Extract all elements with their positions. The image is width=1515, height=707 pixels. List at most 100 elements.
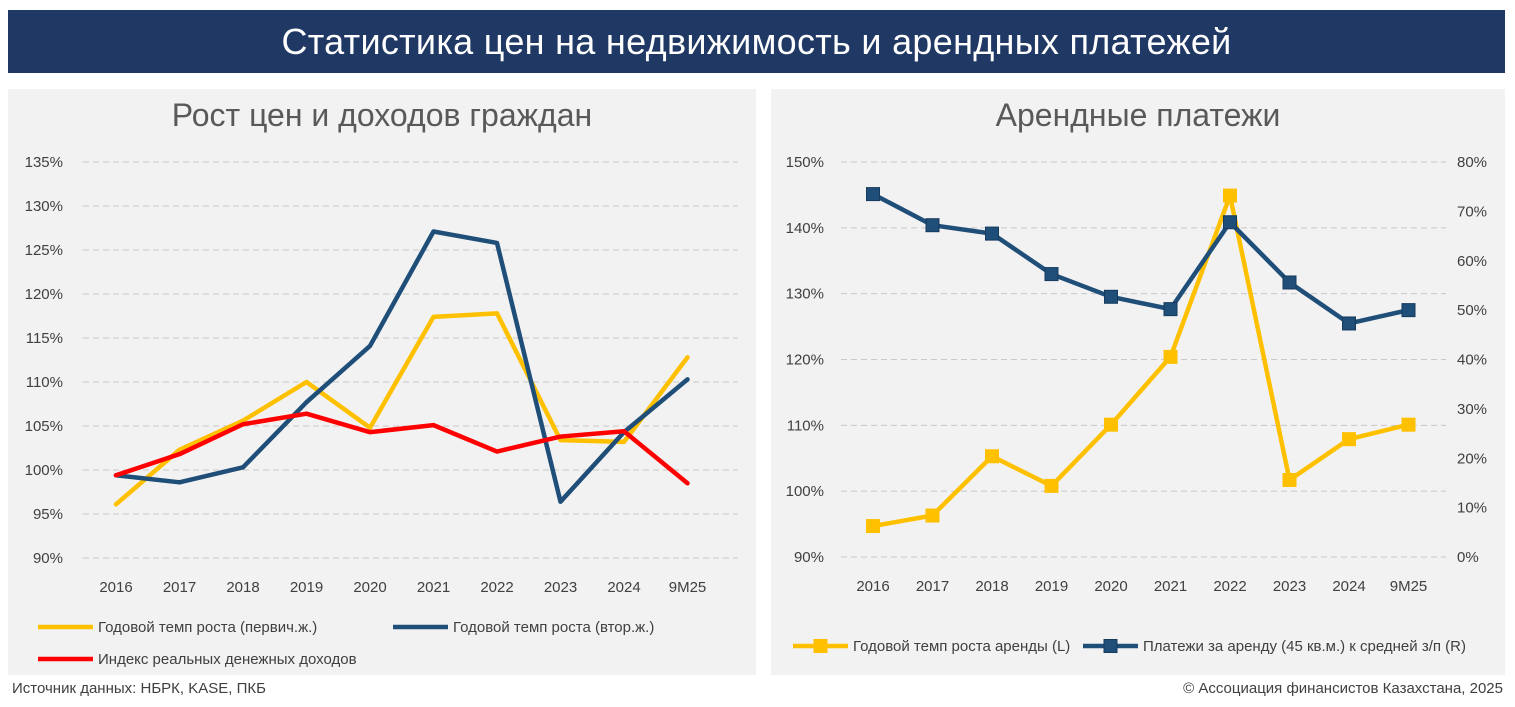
- data-point: [558, 434, 563, 439]
- y-left-tick-label: 100%: [786, 483, 824, 500]
- y-tick-label: 120%: [25, 286, 63, 303]
- y-right-tick-label: 0%: [1457, 549, 1479, 566]
- data-marker: [1223, 215, 1237, 230]
- data-marker: [1163, 302, 1178, 317]
- y-right-tick-label: 40%: [1457, 352, 1487, 369]
- x-tick-label: 2019: [290, 579, 323, 596]
- x-tick-label: 2022: [1213, 578, 1246, 595]
- data-marker: [1104, 289, 1118, 304]
- chart-panel-prices: 90% 95% 100% 105% 110% 115% 120% 125% 130% 135% 20…: [8, 89, 756, 675]
- x-tick-label: 2019: [1035, 578, 1068, 595]
- y-left-tick-label: 150%: [786, 154, 824, 171]
- data-point: [431, 314, 436, 319]
- y-right-tick-label: 20%: [1457, 450, 1487, 467]
- data-point: [431, 423, 436, 428]
- y-tick-label: 110%: [26, 374, 63, 391]
- y-right-tick-label: 30%: [1457, 401, 1487, 418]
- x-tick-label: 2018: [975, 578, 1008, 595]
- data-point: [241, 465, 245, 470]
- y-tick-label: 100%: [25, 462, 63, 479]
- series-line-1: [113, 311, 690, 507]
- x-tick-label: 2017: [163, 579, 196, 596]
- data-point: [495, 240, 499, 245]
- data-point: [304, 400, 309, 405]
- copyright-note: © Ассоциация финансистов Казахстана, 202…: [1183, 680, 1503, 697]
- series-line-2: [871, 192, 1409, 326]
- chart-prices-svg: 90% 95% 100% 105% 110% 115% 120% 125% 130% 135% 20…: [25, 154, 738, 668]
- x-tick-label: 2017: [916, 578, 949, 595]
- x-tick-label: 9M25: [669, 579, 707, 596]
- y-tick-label: 95%: [33, 506, 63, 523]
- data-point: [495, 449, 499, 454]
- x-tick-label: 2023: [544, 579, 577, 596]
- data-marker: [925, 218, 940, 233]
- data-point: [241, 418, 245, 423]
- x-tick-label: 2024: [607, 579, 640, 596]
- data-point: [304, 411, 309, 416]
- y-left-tick-label: 90%: [794, 549, 824, 566]
- data-marker: [1282, 275, 1297, 290]
- data-marker: [985, 449, 999, 464]
- x-tick-label: 2018: [226, 579, 259, 596]
- y-right-tick-label: 60%: [1457, 253, 1487, 270]
- data-point: [558, 499, 563, 504]
- y-tick-label: 115%: [26, 330, 63, 347]
- chart-rent-svg: 90% 100% 110% 120% 130% 140% 150% 0% 10% 20% 30% 40…: [786, 154, 1487, 655]
- x-tick-label: 2021: [417, 579, 450, 596]
- data-marker: [1401, 417, 1416, 432]
- data-point: [114, 502, 118, 507]
- chart-title-prices: Рост цен и доходов граждан: [171, 97, 593, 133]
- y-tick-label: 90%: [33, 550, 63, 567]
- data-point: [685, 377, 690, 382]
- y-left-tick-label: 120%: [786, 352, 824, 369]
- data-marker: [925, 508, 940, 523]
- data-marker: [1342, 316, 1356, 331]
- data-marker: [985, 226, 999, 241]
- data-marker: [1044, 267, 1059, 282]
- y-right-tick-label: 50%: [1457, 302, 1487, 319]
- page-banner: Статистика цен на недвижимость и арендны…: [8, 10, 1505, 73]
- y-right-tick-label: 80%: [1457, 154, 1487, 171]
- source-note: Источник данных: НБРК, KASE, ПКБ: [12, 680, 266, 697]
- x-tick-label: 2016: [856, 578, 889, 595]
- y-left-tick-label: 130%: [786, 286, 824, 303]
- y-tick-label: 125%: [25, 242, 63, 259]
- data-marker: [1282, 472, 1297, 487]
- y-right-tick-label: 10%: [1457, 500, 1487, 517]
- data-point: [304, 380, 309, 384]
- x-tick-label: 2016: [99, 579, 132, 596]
- legend-label-1: Годовой темп роста (первич.ж.): [98, 619, 317, 636]
- x-tick-label: 2020: [353, 579, 386, 596]
- series-line-3: [113, 411, 690, 486]
- page-title: Статистика цен на недвижимость и арендны…: [281, 20, 1232, 62]
- y-tick-label: 130%: [25, 198, 63, 215]
- x-tick-label: 9M25: [1390, 578, 1428, 595]
- y-right-tick-label: 70%: [1457, 203, 1487, 220]
- data-point: [685, 355, 690, 360]
- data-point: [241, 422, 245, 427]
- legend-label-2: Платежи за аренду (45 кв.м.) к средней з…: [1143, 638, 1466, 655]
- data-marker: [1163, 349, 1178, 364]
- y-tick-label: 135%: [25, 154, 63, 171]
- data-marker: [1223, 188, 1237, 203]
- x-tick-label: 2022: [480, 579, 513, 596]
- data-marker: [1401, 303, 1416, 318]
- y-left-tick-label: 110%: [787, 417, 824, 434]
- legend-label-3: Индекс реальных денежных доходов: [98, 651, 357, 668]
- data-point: [685, 481, 690, 486]
- x-tick-label: 2024: [1332, 578, 1365, 595]
- series-line-1: [872, 193, 1410, 529]
- data-marker: [1342, 432, 1356, 447]
- data-point: [368, 343, 372, 348]
- data-point: [495, 311, 499, 316]
- chart-panel-rent: 90% 100% 110% 120% 130% 140% 150% 0% 10% 20% 30% 40…: [771, 89, 1505, 675]
- x-tick-label: 2020: [1094, 578, 1127, 595]
- data-point: [368, 430, 372, 435]
- data-marker: [866, 187, 880, 202]
- x-tick-label: 2021: [1154, 578, 1187, 595]
- legend-label-2: Годовой темп роста (втор.ж.): [453, 619, 654, 636]
- legend-marker-2: [1103, 639, 1118, 653]
- y-tick-label: 105%: [25, 418, 63, 435]
- data-marker: [1104, 417, 1118, 432]
- data-marker: [866, 519, 880, 534]
